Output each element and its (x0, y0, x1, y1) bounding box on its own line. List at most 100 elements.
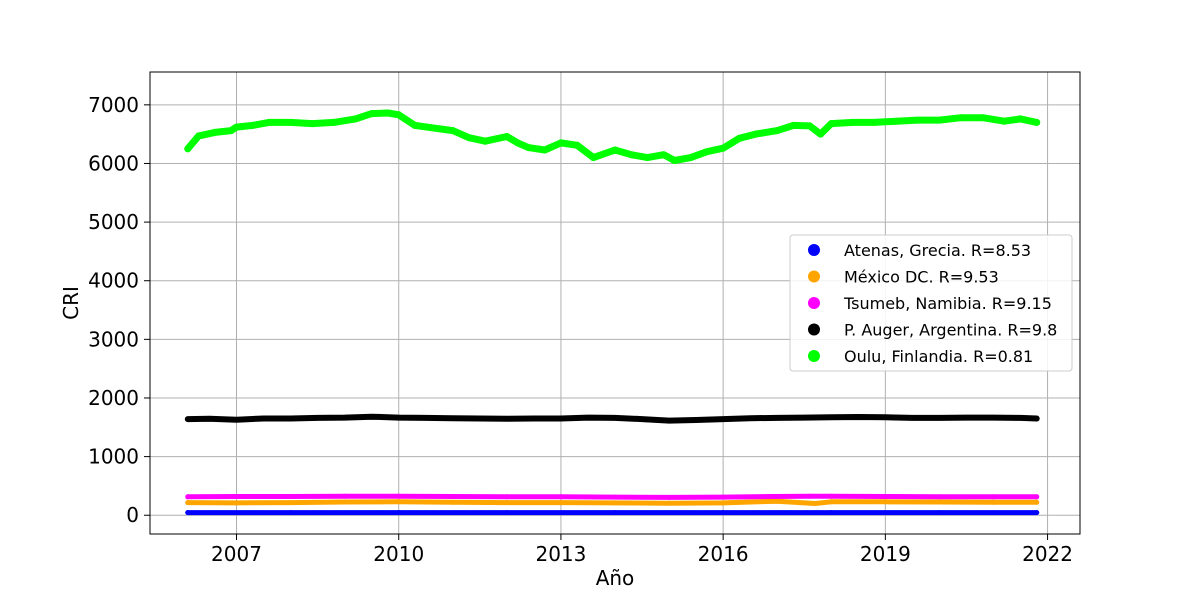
y-tick-label: 5000 (88, 210, 139, 234)
data-point (666, 418, 672, 424)
data-point (558, 494, 564, 500)
data-point (342, 499, 348, 505)
data-point (828, 493, 834, 499)
data-point (557, 139, 565, 147)
x-tick-label: 2022 (1022, 542, 1073, 566)
y-tick-label: 2000 (88, 386, 139, 410)
data-point (185, 510, 191, 516)
data-point (541, 146, 549, 154)
data-point (589, 154, 597, 162)
y-tick-label: 6000 (88, 151, 139, 175)
data-point (892, 117, 900, 125)
data-point (1018, 415, 1023, 421)
data-point (531, 416, 537, 421)
x-tick-label: 2013 (535, 542, 586, 566)
data-point (769, 494, 775, 499)
legend-marker (808, 297, 820, 309)
data-point (882, 494, 888, 499)
data-point (585, 415, 591, 421)
data-point (342, 493, 348, 499)
data-point (504, 510, 510, 516)
data-point (342, 415, 348, 421)
data-point (369, 414, 375, 420)
data-point (639, 416, 645, 422)
series-line (184, 413, 1040, 424)
data-point (979, 114, 987, 122)
data-point (828, 414, 834, 420)
legend-marker (808, 323, 820, 336)
y-axis-ticks: 0 1000 2000 3000 4000 5000 6000 7000 (88, 93, 150, 527)
legend-box (789, 234, 1073, 372)
data-point (396, 510, 402, 516)
data-point (558, 416, 564, 421)
data-point (249, 121, 257, 129)
data-point (573, 141, 581, 149)
data-point (234, 417, 239, 423)
data-point (666, 500, 672, 506)
data-point (287, 118, 295, 126)
y-tick-label: 0 (126, 503, 139, 527)
data-point (773, 127, 781, 135)
data-point (1034, 510, 1040, 516)
data-point (774, 415, 780, 421)
data-point (234, 500, 239, 506)
data-point (991, 415, 996, 421)
y-tick-label: 7000 (88, 93, 139, 117)
data-point (774, 498, 780, 504)
series-line (185, 493, 1040, 500)
data-point (666, 494, 672, 500)
data-point (720, 510, 726, 516)
x-axis-ticks: 2007 2010 2013 2016 2019 2022 (211, 534, 1073, 566)
data-point (1017, 115, 1024, 123)
data-point (558, 500, 564, 506)
data-point (233, 123, 240, 131)
data-point (227, 127, 235, 135)
data-point (450, 499, 456, 505)
data-point (308, 120, 316, 128)
data-point (503, 133, 511, 140)
data-point (991, 499, 996, 505)
data-point (612, 500, 618, 506)
legend-marker (808, 350, 820, 362)
data-point (330, 118, 338, 126)
data-point (352, 115, 359, 123)
data-point (752, 130, 760, 138)
data-point (671, 157, 678, 164)
legend-label: Tsumeb, Namibia. R=9.15 (843, 294, 1052, 313)
data-point (828, 499, 834, 505)
data-point (427, 124, 435, 132)
data-point (211, 128, 219, 136)
data-point (720, 416, 726, 422)
data-point (504, 494, 510, 500)
y-tick-label: 3000 (88, 327, 139, 351)
data-point (449, 127, 457, 135)
legend-marker (808, 270, 820, 283)
data-point (643, 154, 651, 162)
data-point (288, 494, 294, 499)
data-point (185, 494, 191, 500)
data-point (660, 151, 668, 159)
data-point (315, 415, 321, 421)
data-point (411, 121, 419, 129)
data-point (720, 494, 726, 500)
data-point (828, 510, 834, 516)
data-point (184, 145, 192, 153)
data-point (812, 501, 818, 506)
data-series-layer (184, 109, 1041, 516)
data-point (504, 500, 510, 506)
data-point (477, 416, 483, 421)
data-point (871, 118, 878, 126)
data-point (627, 151, 635, 159)
data-point (288, 500, 294, 506)
data-point (465, 134, 473, 142)
data-point (504, 416, 510, 422)
data-point (1034, 416, 1040, 421)
x-tick-label: 2016 (698, 542, 749, 566)
data-point (882, 499, 888, 505)
data-point (525, 144, 532, 152)
data-point (611, 146, 619, 154)
series-line (184, 109, 1041, 164)
data-point (703, 148, 711, 156)
data-point (514, 139, 522, 147)
legend-label: P. Auger, Argentina. R=9.8 (844, 321, 1057, 340)
